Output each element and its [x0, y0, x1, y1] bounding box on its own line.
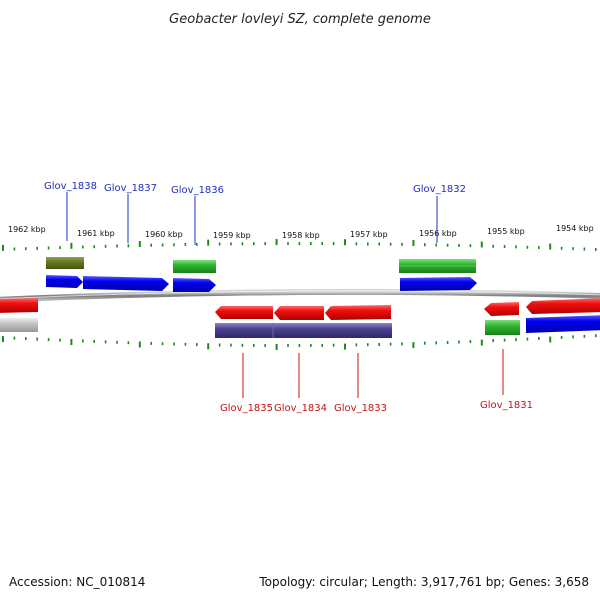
- scale-label: 1954 kbp: [556, 224, 594, 233]
- inner-tick-ring: [2, 334, 597, 350]
- cds-forward-strand: [46, 275, 477, 292]
- scale-label: 1957 kbp: [350, 230, 388, 239]
- scale-label: 1962 kbp: [8, 225, 46, 234]
- scale-labels: 1962 kbp 1961 kbp 1960 kbp 1959 kbp 1958…: [8, 224, 594, 240]
- gene-feature-left-edge[interactable]: [0, 318, 38, 332]
- gene-feature-glov-1838[interactable]: [46, 257, 84, 269]
- gene-label-glov-1833[interactable]: Glov_1833: [334, 403, 387, 414]
- top-gene-labels: Glov_1838 Glov_1837 Glov_1836 Glov_1832: [44, 181, 466, 245]
- gene-label-glov-1838[interactable]: Glov_1838: [44, 181, 97, 192]
- scale-label: 1956 kbp: [419, 229, 457, 238]
- gene-feature-glov-1835-1833[interactable]: [215, 323, 392, 338]
- cds-arrow-glov-1836[interactable]: [173, 278, 216, 292]
- accession-text: Accession: NC_010814: [9, 575, 145, 589]
- cds-arrow-right-edge[interactable]: [526, 298, 600, 314]
- gene-label-glov-1834[interactable]: Glov_1834: [274, 403, 327, 414]
- outer-tick-ring: [2, 239, 597, 251]
- genome-backbone-highlight: [0, 290, 600, 300]
- cds-arrow-glov-1835[interactable]: [215, 306, 273, 319]
- scale-label: 1961 kbp: [77, 229, 115, 238]
- scale-label: 1955 kbp: [487, 227, 525, 236]
- gene-label-glov-1837[interactable]: Glov_1837: [104, 183, 157, 194]
- gene-band-forward: [46, 257, 476, 273]
- bottom-gene-labels: Glov_1835 Glov_1834 Glov_1833 Glov_1831: [220, 349, 533, 414]
- gene-label-glov-1831[interactable]: Glov_1831: [480, 400, 533, 411]
- cds-reverse-strand: [0, 298, 600, 320]
- cds-arrow-glov-1837[interactable]: [83, 276, 169, 291]
- scale-label: 1960 kbp: [145, 230, 183, 239]
- scale-label: 1959 kbp: [213, 231, 251, 240]
- gene-band-reverse: [0, 315, 600, 338]
- gene-label-glov-1835[interactable]: Glov_1835: [220, 403, 273, 414]
- gene-label-glov-1832[interactable]: Glov_1832: [413, 184, 466, 195]
- gene-feature-glov-1836[interactable]: [173, 260, 216, 273]
- cds-arrow-glov-1838[interactable]: [46, 275, 83, 288]
- cds-arrow-glov-1831[interactable]: [484, 302, 519, 316]
- topology-text: Topology: circular; Length: 3,917,761 bp…: [258, 575, 589, 589]
- genome-backbone: [0, 288, 600, 303]
- cds-arrow-glov-1834[interactable]: [274, 306, 324, 320]
- gene-feature-glov-1831[interactable]: [485, 320, 520, 335]
- map-title: Geobacter lovleyi SZ, complete genome: [169, 12, 431, 27]
- gene-feature-right-edge[interactable]: [526, 315, 600, 333]
- scale-label: 1958 kbp: [282, 231, 320, 240]
- cds-arrow-glov-1833[interactable]: [325, 305, 391, 320]
- cds-arrow-glov-1832[interactable]: [400, 277, 477, 291]
- cds-arrow-left-edge[interactable]: [0, 298, 38, 313]
- gene-label-glov-1836[interactable]: Glov_1836: [171, 185, 224, 196]
